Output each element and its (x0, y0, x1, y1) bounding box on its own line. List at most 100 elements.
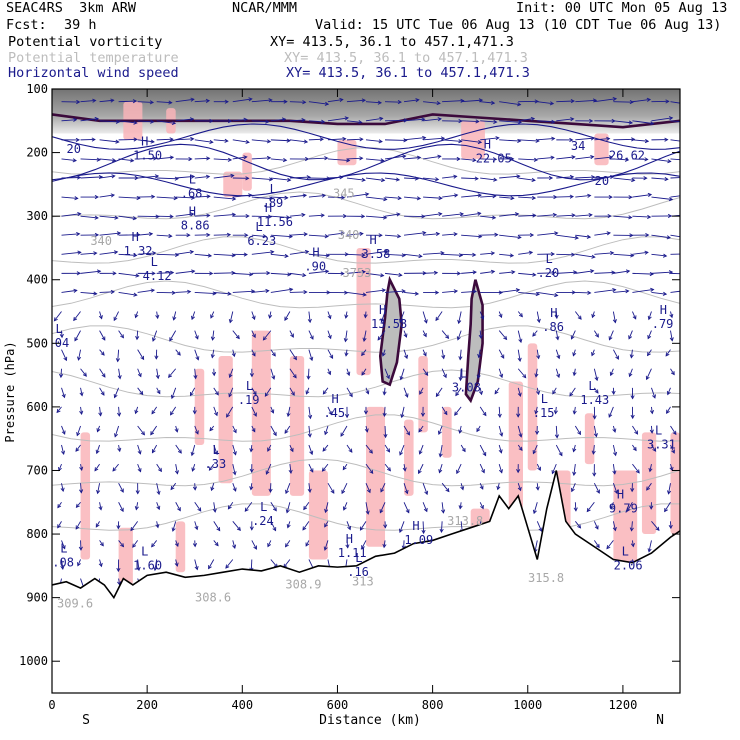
wind-vector (632, 194, 652, 198)
wind-vector-head (231, 212, 237, 217)
wind-vector (518, 158, 538, 161)
wind-vector (346, 521, 351, 530)
wind-vector (517, 330, 522, 343)
wind-vector-head (404, 354, 409, 360)
wind-vector (518, 272, 536, 276)
wind-vector-head (590, 154, 595, 160)
wind-vector-head (481, 469, 485, 474)
wind-vector-head (169, 137, 174, 142)
wind-vector-head (110, 98, 115, 103)
wind-vector-head (611, 390, 616, 396)
wind-vector (308, 234, 329, 237)
wind-vector (251, 196, 273, 200)
wind-vector-head (177, 449, 182, 454)
wind-vector-head (438, 469, 443, 474)
wind-vector (250, 559, 253, 571)
wind-vector (270, 349, 276, 357)
wind-vector-head (517, 120, 522, 125)
wind-vector-head (569, 137, 574, 143)
low-label-value: 6.23 (247, 234, 276, 248)
wind-vector-head (574, 235, 579, 240)
wind-vector-head (133, 292, 138, 297)
wind-vector (270, 234, 293, 238)
wind-vector (194, 559, 198, 570)
wind-vector-head (228, 373, 233, 379)
wind-vector (175, 444, 182, 454)
wind-vector-head (474, 176, 479, 181)
wind-vector (435, 387, 443, 397)
wind-vector (308, 253, 330, 257)
wind-vector-head (650, 121, 655, 126)
wind-vector-head (629, 354, 634, 359)
wind-vector (61, 196, 78, 199)
wind-vector (175, 118, 194, 122)
wind-vector-head (399, 451, 404, 456)
wind-vector-head (383, 197, 388, 202)
wind-vector-head (652, 394, 656, 399)
wind-vector-head (53, 317, 58, 322)
wind-vector-head (308, 414, 313, 420)
wind-vector (537, 292, 558, 296)
wind-vector (423, 233, 440, 236)
wind-vector (442, 253, 463, 256)
wind-vector-head (594, 525, 599, 530)
wind-vector-head (649, 409, 655, 415)
wind-vector-head (174, 470, 179, 475)
wind-vector-head (192, 543, 198, 548)
wind-vector-head (98, 315, 103, 320)
wind-vector-head (134, 314, 139, 319)
wind-vector (594, 252, 614, 255)
wind-vector-head (74, 196, 79, 201)
wind-vector (251, 139, 271, 143)
low-label-value: .68 (181, 187, 203, 201)
wind-vector-head (284, 253, 289, 258)
wind-vector (454, 406, 462, 416)
wind-vector-head (492, 157, 498, 162)
wind-vector-head (404, 489, 409, 495)
wind-vector-head (320, 213, 325, 218)
wind-vector-head (361, 252, 366, 258)
wind-vector (384, 213, 400, 217)
wind-vector (232, 483, 237, 492)
wind-vector-head (155, 374, 160, 380)
wind-vector (383, 406, 386, 417)
wind-vector-head (590, 136, 595, 141)
wind-vector-head (529, 232, 535, 238)
wind-vector-head (493, 119, 498, 124)
wind-vector (113, 311, 120, 321)
wind-vector (73, 311, 81, 321)
wind-vector-head (244, 507, 249, 512)
wind-vector-head (532, 332, 537, 337)
precip-shading (218, 356, 233, 484)
wind-vector (251, 425, 256, 432)
wind-vector (209, 463, 215, 471)
wind-vector (518, 196, 536, 199)
wind-vector (551, 463, 557, 474)
wind-vector-head (116, 567, 121, 573)
wind-vector-head (98, 506, 103, 511)
precip-shading (118, 527, 133, 585)
wind-vector (626, 502, 633, 512)
wind-vector-head (150, 119, 155, 124)
wind-vector-head (75, 503, 80, 509)
wind-vector (99, 194, 115, 198)
wind-vector (156, 234, 172, 237)
wind-vector (213, 213, 236, 217)
wind-vector (117, 349, 120, 362)
wind-vector (670, 463, 673, 471)
wind-vector-head (156, 490, 161, 496)
wind-vector (118, 482, 124, 493)
low-label-value: .33 (205, 457, 227, 471)
wind-vector-head (214, 391, 219, 396)
wind-vector-head (135, 335, 140, 341)
high-label-value: 8.86 (181, 218, 210, 232)
wind-vector (479, 330, 482, 339)
wind-vector-head (632, 315, 637, 320)
wind-vector (251, 290, 269, 293)
wind-vector (175, 291, 191, 293)
wind-vector-head (668, 197, 674, 202)
wind-vector (305, 540, 310, 547)
wind-vector-head (592, 98, 598, 103)
wind-vector (152, 444, 158, 453)
wind-vector (175, 349, 181, 356)
